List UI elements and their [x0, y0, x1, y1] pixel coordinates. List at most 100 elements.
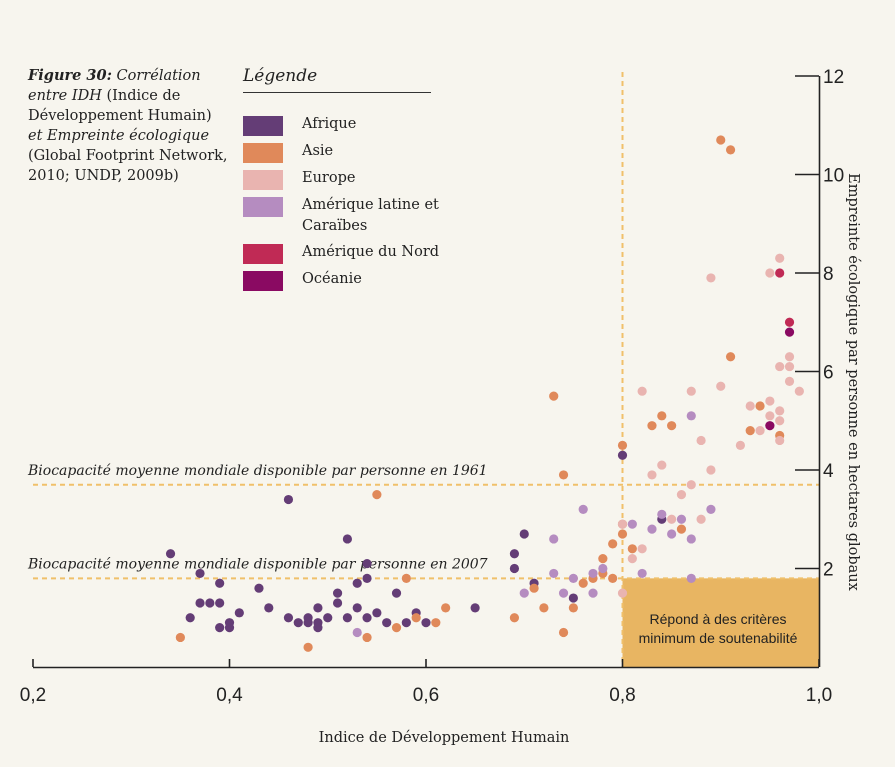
data-point [362, 558, 372, 569]
x-tick-label: 0,8 [609, 685, 635, 706]
data-point [706, 504, 716, 514]
data-point [686, 386, 696, 396]
x-tick-label: 1,0 [806, 685, 832, 706]
data-point [362, 632, 372, 643]
data-point [617, 588, 628, 598]
data-point [509, 563, 520, 574]
data-point [323, 613, 333, 623]
sustainability-zone-label: Répond à des critères minimum de soutena… [638, 611, 798, 646]
y-tick-label: 12 [823, 67, 844, 88]
data-point [293, 618, 303, 628]
data-point [784, 317, 795, 327]
data-point [608, 539, 618, 549]
reference-line-label: Biocapacité moyenne mondiale disponible … [27, 556, 488, 572]
data-point [598, 563, 608, 574]
data-point [283, 494, 294, 505]
legend-item: Asie [243, 143, 443, 170]
data-point [775, 406, 785, 416]
data-point [224, 618, 235, 628]
y-tick-label: 6 [823, 363, 834, 384]
data-point [509, 613, 520, 623]
data-point [441, 603, 451, 613]
legend-swatch [243, 244, 283, 264]
data-point [775, 361, 785, 372]
data-point [765, 268, 775, 278]
data-point [755, 426, 765, 436]
data-point [205, 598, 215, 608]
data-point [195, 568, 205, 579]
legend: Légende Afrique Asie Europe Amérique latine… [243, 66, 443, 291]
data-point [676, 524, 687, 534]
data-point [431, 618, 441, 628]
data-point [716, 381, 726, 391]
data-point [332, 598, 343, 608]
data-point [755, 401, 765, 411]
data-point [352, 603, 362, 613]
data-point [234, 608, 244, 618]
data-point [775, 416, 785, 426]
legend-item: Amérique latine et Caraïbes [243, 197, 443, 237]
data-point [686, 534, 696, 544]
data-point [657, 460, 667, 470]
data-point [549, 534, 559, 544]
data-point [627, 554, 637, 564]
data-point [470, 603, 480, 613]
data-point [716, 135, 726, 145]
legend-swatch [243, 116, 283, 136]
data-point [745, 426, 755, 436]
sustainability-zone [622, 578, 819, 667]
data-point [647, 470, 657, 480]
data-point [745, 401, 755, 411]
data-point [617, 440, 628, 450]
y-tick-label: 2 [823, 560, 834, 581]
data-point [686, 573, 696, 583]
data-point [588, 588, 598, 598]
legend-label: Amérique du Nord [302, 244, 440, 260]
data-point [637, 544, 647, 554]
legend-label: Afrique [302, 116, 357, 132]
data-point [686, 480, 696, 490]
data-point [303, 613, 313, 623]
legend-label: Amérique latine et Caraïbes [302, 197, 439, 234]
data-point [784, 327, 795, 337]
legend-label: Asie [302, 143, 334, 159]
legend-swatch [243, 271, 283, 291]
caption-source: (Global Footprint Network, 2010; UNDP, 2… [28, 148, 228, 184]
x-tick-label: 0,6 [413, 685, 439, 706]
legend-label: Europe [302, 170, 356, 186]
y-tick-label: 10 [823, 166, 844, 187]
data-point [519, 588, 529, 598]
data-point [411, 613, 421, 623]
data-point [568, 593, 578, 603]
data-point [264, 603, 274, 613]
y-tick-label: 4 [823, 461, 834, 482]
data-point [185, 613, 195, 623]
legend-title: Légende [243, 66, 431, 93]
data-point [519, 529, 529, 539]
data-point [362, 573, 372, 583]
legend-label: Océanie [302, 271, 362, 287]
data-point [509, 549, 520, 559]
data-point [647, 421, 657, 431]
data-point [549, 568, 559, 579]
data-point [382, 618, 392, 628]
data-point [765, 411, 775, 421]
data-point [421, 618, 431, 628]
x-tick-label: 0,4 [216, 685, 243, 706]
caption-title: Corrélation entre IDH [28, 68, 201, 104]
data-point [401, 573, 411, 583]
data-point [283, 613, 294, 623]
data-point [784, 376, 795, 386]
data-point [686, 411, 696, 421]
data-point [627, 519, 637, 529]
data-point [372, 608, 382, 618]
data-point [637, 568, 647, 579]
data-point [765, 396, 775, 406]
legend-swatch [243, 197, 283, 217]
data-point [706, 465, 716, 475]
data-point [175, 632, 185, 643]
data-point [372, 490, 382, 500]
data-point [195, 598, 205, 608]
x-tick-label: 0,2 [20, 685, 46, 706]
